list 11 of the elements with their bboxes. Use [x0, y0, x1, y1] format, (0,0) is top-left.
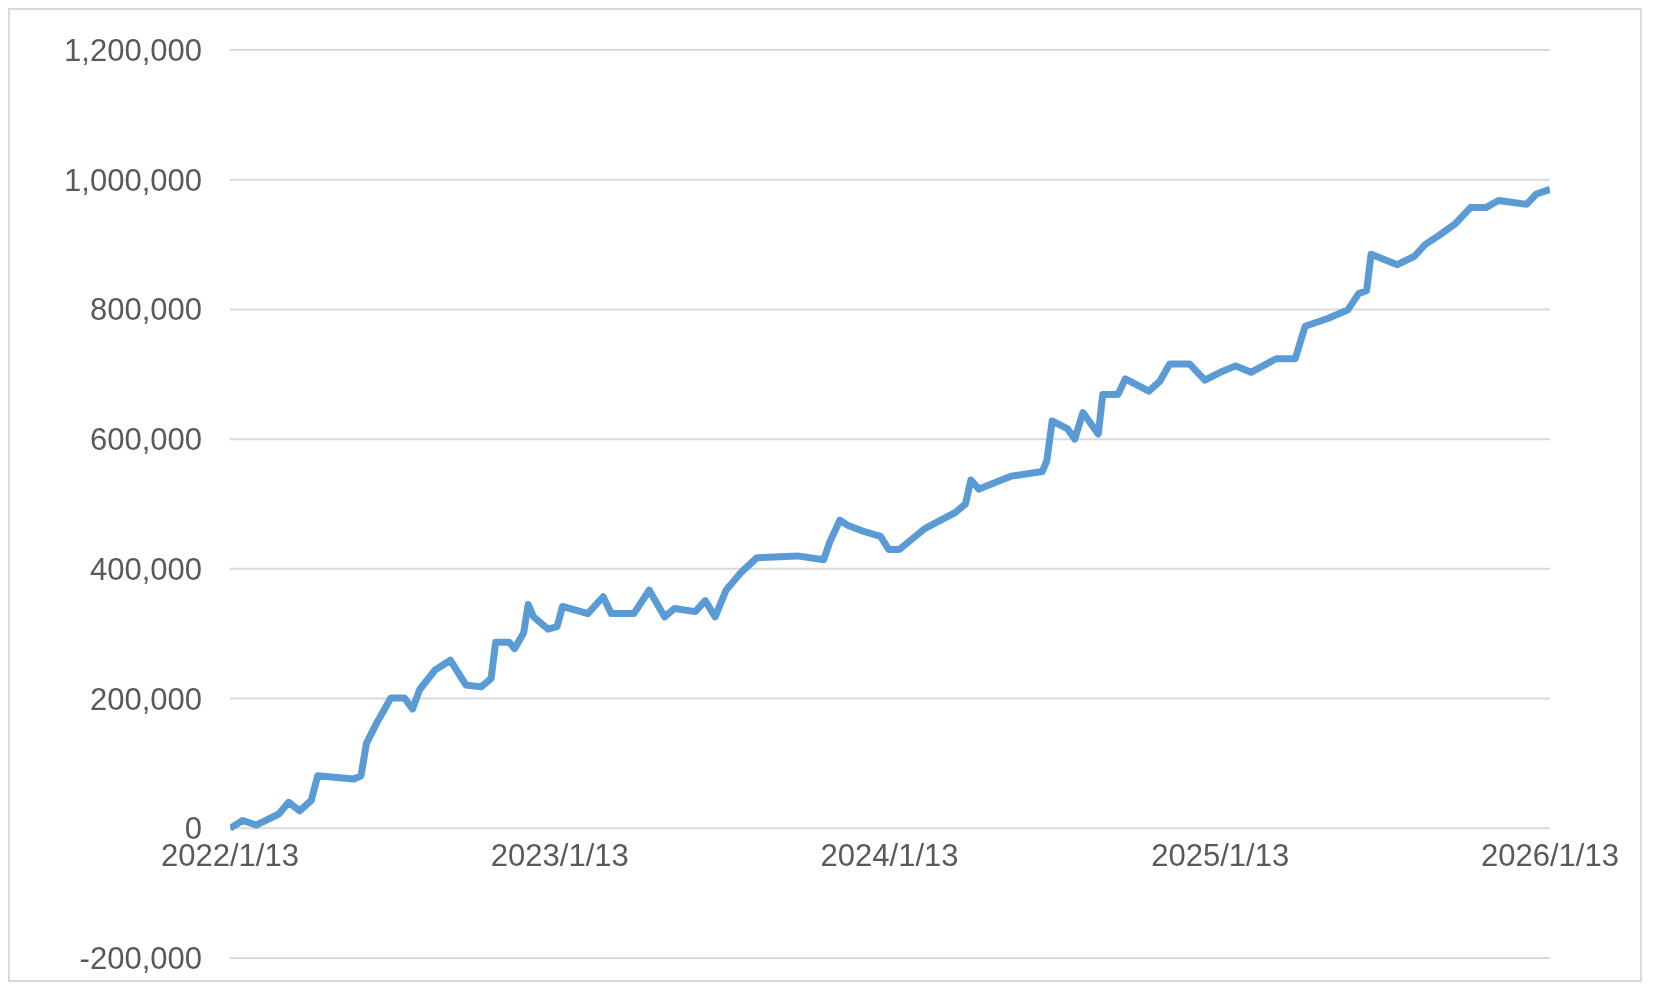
y-tick-label: -200,000	[79, 941, 202, 977]
x-tick-label: 2025/1/13	[1151, 838, 1290, 874]
y-tick-label: 400,000	[89, 551, 202, 587]
x-tick-label: 2026/1/13	[1481, 838, 1619, 874]
y-tick-label: 200,000	[89, 681, 202, 717]
x-tick-label: 2024/1/13	[820, 838, 959, 874]
y-tick-label: 1,000,000	[64, 162, 202, 198]
y-tick-label: 1,200,000	[64, 33, 202, 69]
y-tick-label: 800,000	[89, 292, 202, 328]
x-tick-label: 2023/1/13	[490, 838, 629, 874]
y-tick-label: 600,000	[89, 422, 202, 458]
